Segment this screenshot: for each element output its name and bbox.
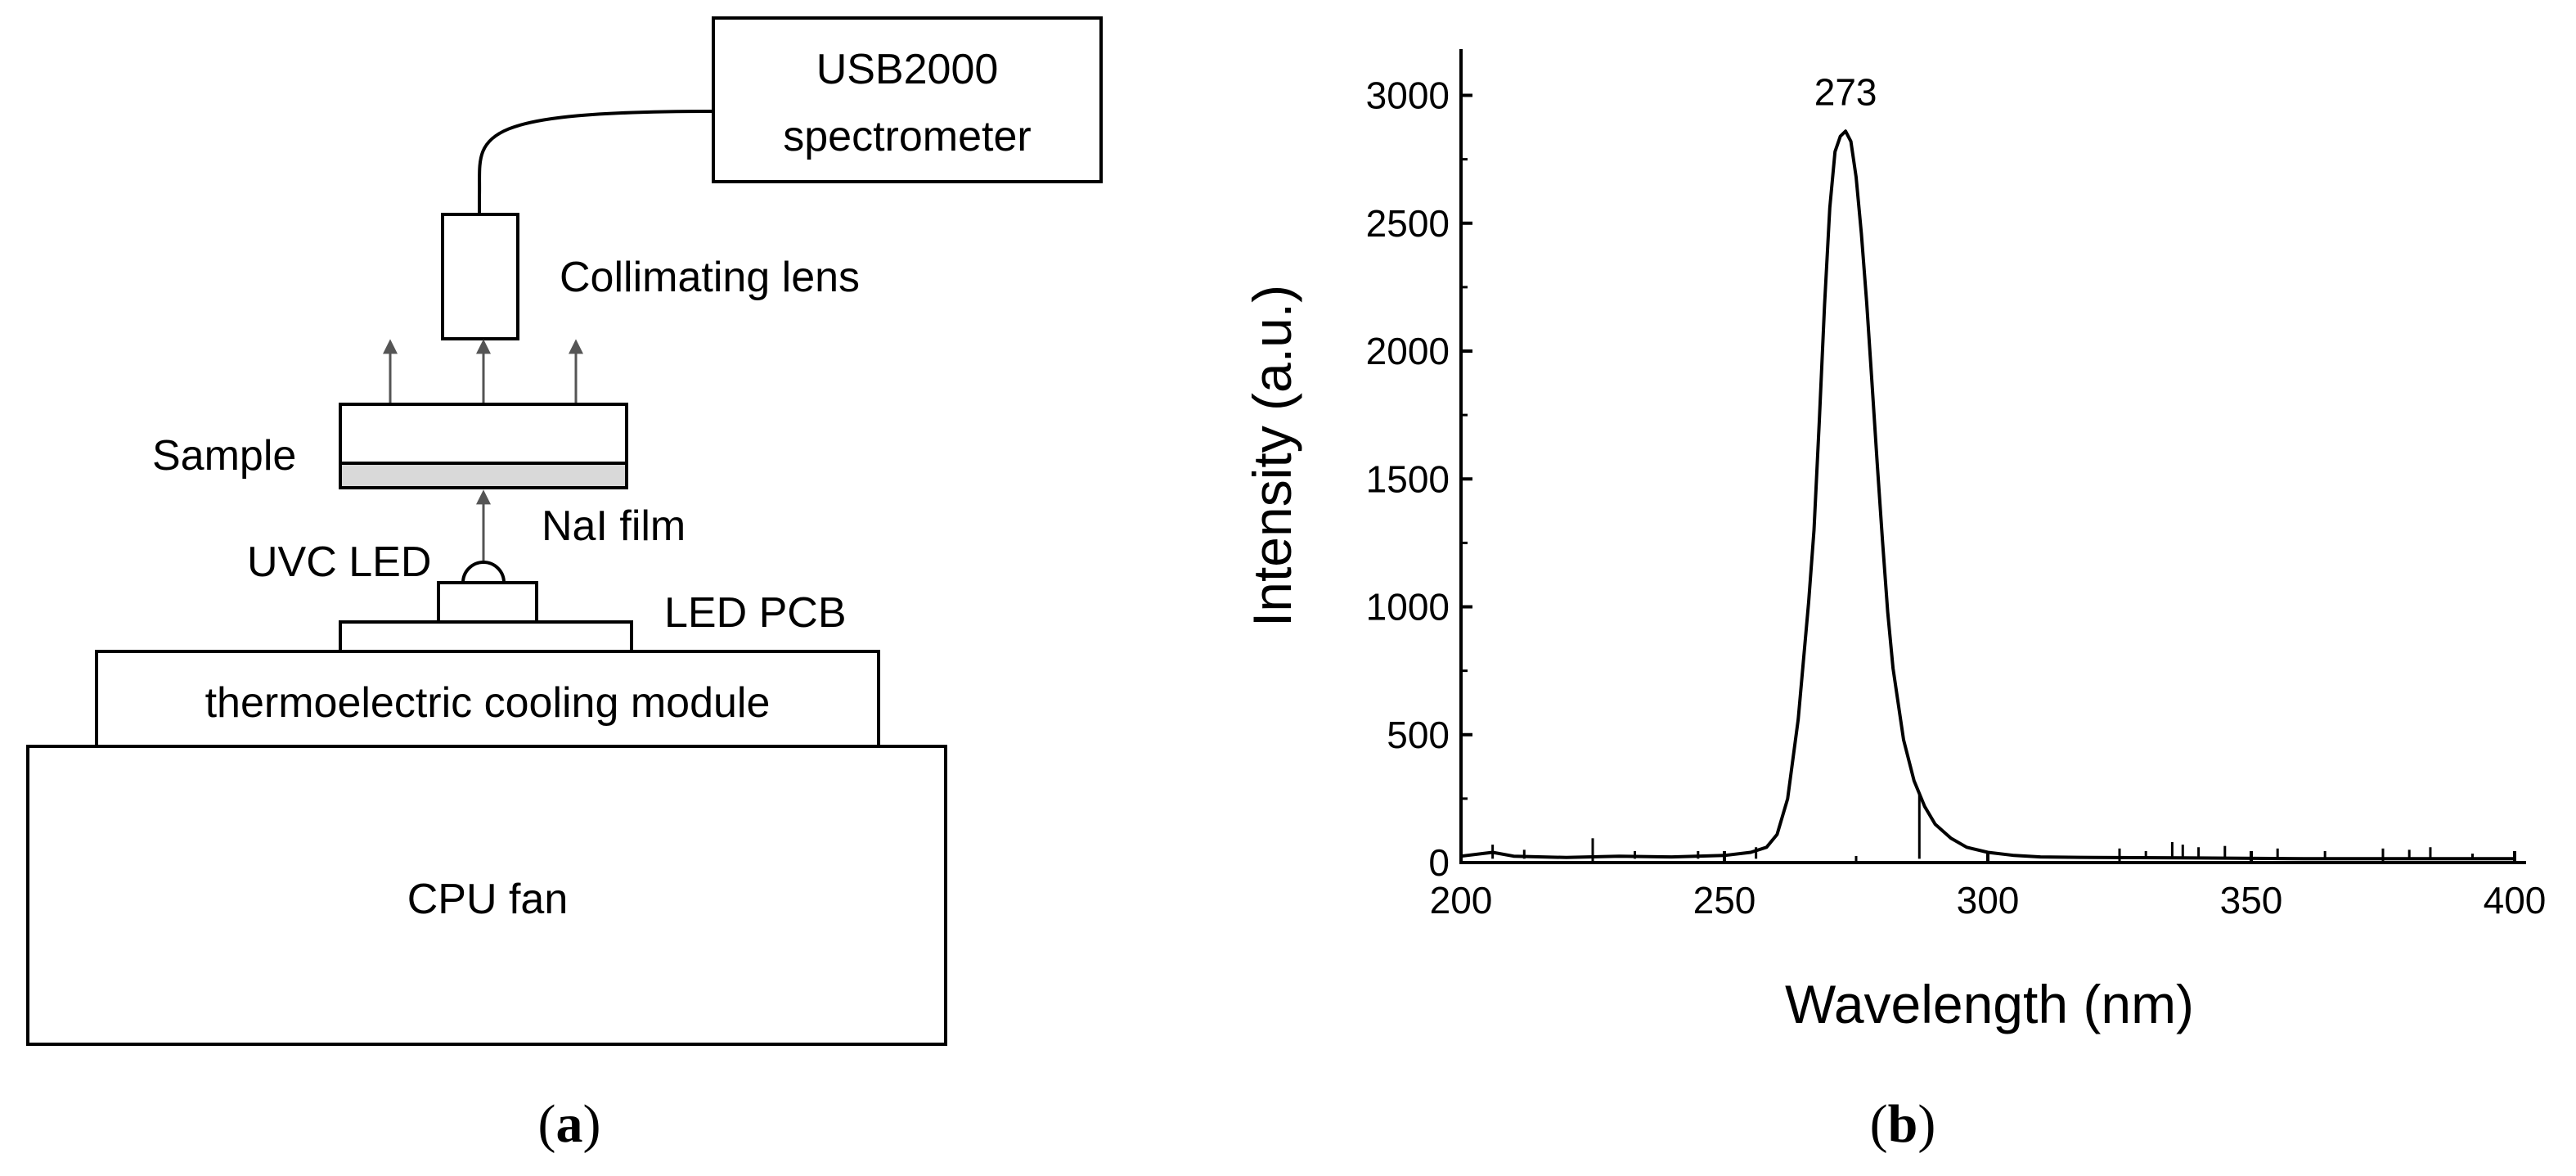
y-axis-label: Intensity (a.u.) [1242, 285, 1302, 627]
spectrometer-box [712, 16, 1103, 183]
peak-annotation: 273 [1814, 70, 1877, 113]
y-tick-label: 500 [1387, 714, 1450, 756]
nai-film-label: NaI film [542, 502, 686, 550]
spectrometer-label-line2: spectrometer [783, 113, 1031, 160]
x-tick-label: 350 [2220, 879, 2283, 921]
panel-label-b: (b) [1870, 1094, 1936, 1154]
x-tick-label: 200 [1430, 879, 1493, 921]
y-ticks: 0 500 1000 1500 2000 2500 3000 [1366, 74, 1472, 884]
x-ticks: 200 250 300 350 400 [1430, 851, 2547, 921]
y-tick-label: 2500 [1366, 202, 1450, 245]
uvc-led [437, 581, 538, 624]
nai-film-layer [342, 463, 625, 486]
spectrometer-label-line1: USB2000 [816, 46, 999, 93]
x-tick-label: 400 [2484, 879, 2547, 921]
thermoelectric-cooling-module [95, 650, 880, 748]
optical-fiber [478, 110, 714, 214]
cpu-fan [26, 745, 947, 1046]
cpu-fan-label: CPU fan [407, 876, 569, 923]
led-dome [461, 561, 506, 583]
y-tick-label: 1500 [1366, 457, 1450, 500]
thermoelectric-cooling-module-label: thermoelectric cooling module [205, 679, 771, 727]
spectrum-chart: 0 500 1000 1500 2000 2500 3000 200 250 300 350 400… [1242, 49, 2546, 1154]
collimating-lens-label: Collimating lens [560, 254, 860, 301]
x-tick-label: 250 [1693, 879, 1756, 921]
panel-label-a: (a) [538, 1094, 601, 1154]
y-tick-label: 1000 [1366, 586, 1450, 629]
spectrum-line [1460, 129, 2515, 861]
y-tick-label: 0 [1428, 841, 1450, 884]
spectrum-noise [1491, 793, 2474, 859]
collimating-lens [441, 213, 519, 340]
uvc-led-label: UVC LED [247, 538, 431, 586]
y-tick-label: 3000 [1366, 74, 1450, 117]
led-pcb-label: LED PCB [664, 589, 847, 637]
led-pcb [339, 620, 633, 653]
x-tick-label: 300 [1957, 879, 2020, 921]
y-tick-label: 2000 [1366, 330, 1450, 372]
sample-label: Sample [152, 432, 296, 480]
setup-diagram: USB2000 spectrometer Collimating lens Sa… [26, 16, 1103, 1154]
x-axis-label: Wavelength (nm) [1785, 974, 2194, 1034]
